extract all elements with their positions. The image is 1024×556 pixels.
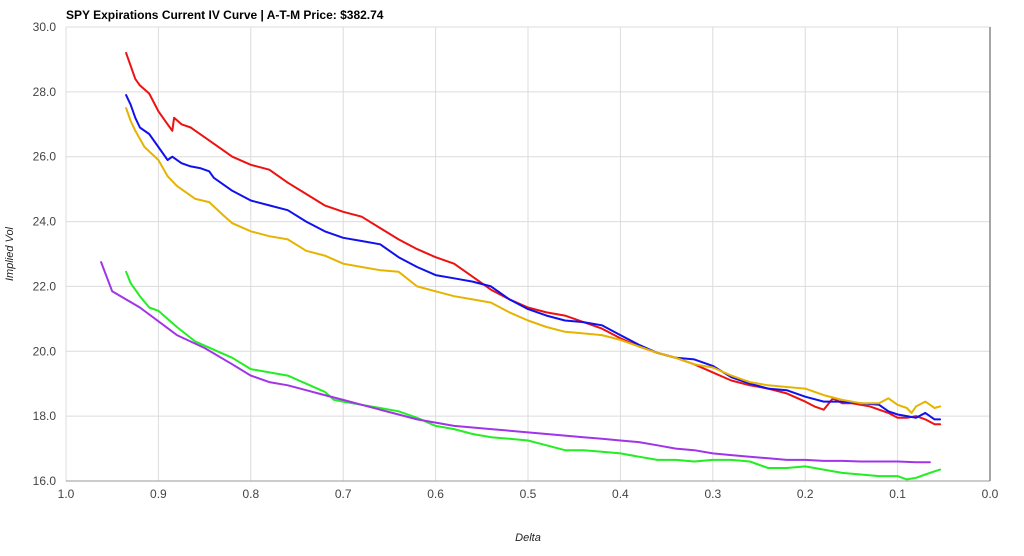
y-tick-label: 22.0: [33, 279, 57, 293]
y-tick-label: 18.0: [33, 409, 57, 423]
y-tick-label: 28.0: [33, 85, 57, 99]
x-tick-label: 0.2: [797, 487, 814, 501]
x-tick-label: 0.4: [612, 487, 629, 501]
x-tick-label: 0.5: [520, 487, 537, 501]
x-tick-label: 0.8: [242, 487, 259, 501]
y-tick-labels: 16.0 18.0 20.0 22.0 24.0 26.0 28.0 30.0: [33, 20, 57, 488]
x-tick-labels: 1.0 0.9 0.8 0.7 0.6 0.5 0.4 0.3 0.2 0.1 0.0: [58, 487, 999, 501]
series-line-3: [125, 107, 942, 414]
series-lines: [100, 51, 942, 481]
x-tick-label: 0.3: [704, 487, 721, 501]
x-tick-label: 0.1: [889, 487, 906, 501]
y-tick-label: 16.0: [33, 474, 57, 488]
chart-title: SPY Expirations Current IV Curve | A-T-M…: [66, 8, 384, 22]
y-axis-title: Implied Vol: [4, 226, 16, 281]
x-tick-label: 1.0: [58, 487, 75, 501]
x-tick-label: 0.6: [427, 487, 444, 501]
x-axis-title: Delta: [515, 532, 541, 544]
series-line-4: [125, 270, 942, 481]
y-tick-label: 24.0: [33, 215, 57, 229]
x-tick-label: 0.7: [335, 487, 352, 501]
x-tick-label: 0.0: [982, 487, 999, 501]
grid-lines: [65, 26, 991, 482]
y-tick-label: 30.0: [33, 20, 57, 34]
x-tick-label: 0.9: [150, 487, 167, 501]
y-tick-label: 20.0: [33, 344, 57, 358]
axes: [66, 27, 991, 482]
series-line-5: [100, 261, 931, 464]
y-tick-label: 26.0: [33, 150, 57, 164]
series-line-2: [125, 94, 942, 421]
